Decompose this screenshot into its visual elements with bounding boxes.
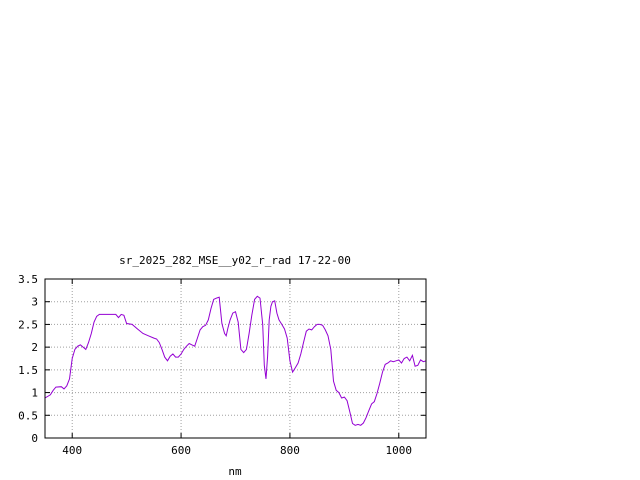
x-tick-label: 400 [62, 444, 82, 457]
series-line [44, 295, 427, 426]
y-tick-label: 2.5 [18, 318, 38, 331]
x-tick-label: 800 [280, 444, 300, 457]
chart-title: sr_2025_282_MSE__y02_r_rad 17-22-00 [119, 254, 351, 267]
x-axis-label: nm [228, 465, 242, 478]
x-axis-ticks: 400 600 800 1000 [62, 279, 412, 457]
y-axis-ticks: 0 0.5 1 1.5 2 2.5 3 3.5 [18, 273, 426, 445]
x-tick-label: 600 [171, 444, 191, 457]
y-tick-label: 3.5 [18, 273, 38, 286]
x-tick-label: 1000 [386, 444, 413, 457]
y-tick-label: 0.5 [18, 409, 38, 422]
y-tick-label: 3 [31, 296, 38, 309]
y-tick-label: 1.5 [18, 364, 38, 377]
gridlines [45, 279, 426, 438]
y-tick-label: 2 [31, 341, 38, 354]
y-tick-label: 0 [31, 432, 38, 445]
plot-frame [44, 278, 427, 439]
series-layer [44, 295, 427, 426]
y-tick-label: 1 [31, 387, 38, 400]
